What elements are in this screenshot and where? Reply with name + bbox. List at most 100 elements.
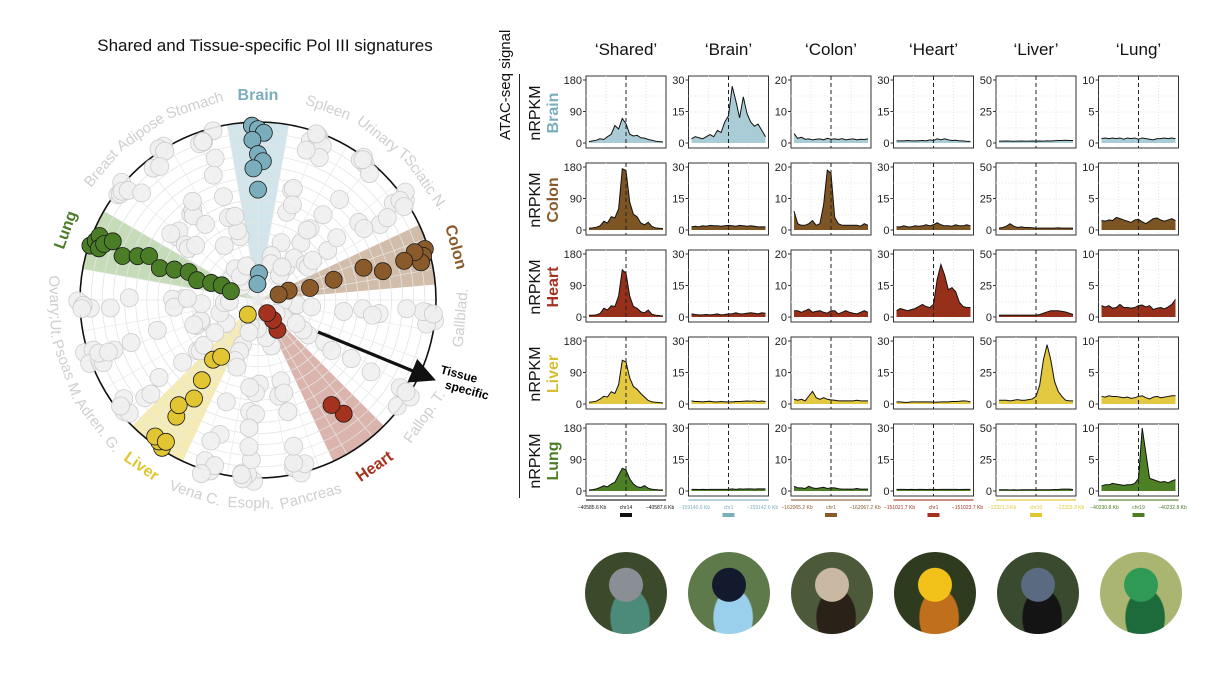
signal-line xyxy=(1101,427,1176,487)
other-tissue-point xyxy=(186,235,205,255)
x-axis-label: chr19 xyxy=(1132,505,1145,511)
y-tick-label: 30 xyxy=(672,75,684,87)
y-tick-label: 25 xyxy=(980,455,992,467)
radial-grid-spoke xyxy=(143,299,259,437)
tissue-label-other: Esoph. xyxy=(227,494,274,513)
panel-lung-lung: 0 5 10 −40230.8 Kb chr19 −40232.8 Kb xyxy=(1082,423,1187,517)
y-tick-label: 0 xyxy=(576,138,582,150)
column-title-colon: ‘Colon’ xyxy=(805,40,857,59)
x-axis-label: chr1 xyxy=(724,505,734,511)
tissue-point-brain xyxy=(248,275,267,293)
y-tick-label: 10 xyxy=(1082,249,1094,261)
y-tick-label: 180 xyxy=(564,423,582,435)
y-tick-label: 90 xyxy=(570,107,582,119)
column-title-brain: ‘Brain’ xyxy=(704,40,753,59)
y-tick-label: 10 xyxy=(1082,162,1094,174)
y-tick-label: 0 xyxy=(1088,312,1094,324)
y-tick-label: 30 xyxy=(672,423,684,435)
x-axis-label: −40585.6 Kb xyxy=(578,505,607,511)
tissue-point-lung xyxy=(103,232,122,251)
other-tissue-point xyxy=(149,368,169,387)
bird-photo-4 xyxy=(894,552,976,634)
y-tick-label: 5 xyxy=(1088,194,1094,206)
y-tick-label: 90 xyxy=(570,455,582,467)
panel-colon-liver: 0 25 50 xyxy=(980,162,1077,237)
y-tick-label: 180 xyxy=(564,249,582,261)
tissue-point-lung xyxy=(140,247,158,265)
y-tick-label: 30 xyxy=(877,336,889,348)
other-tissue-point xyxy=(296,140,316,160)
panel-lung-brain: 0 15 30 −159140.6 Kb chr1 −159142.6 Kb xyxy=(672,423,778,517)
other-tissue-point xyxy=(353,150,373,170)
y-tick-label: 0 xyxy=(781,225,787,237)
y-tick-label: 0 xyxy=(883,138,889,150)
y-tick-label: 25 xyxy=(980,194,992,206)
other-tissue-point xyxy=(303,250,322,270)
other-tissue-point xyxy=(205,323,225,343)
other-tissue-point xyxy=(214,187,233,207)
y-tick-label: 15 xyxy=(672,368,684,380)
y-tick-label: 15 xyxy=(877,455,889,467)
y-tick-label: 25 xyxy=(980,368,992,380)
y-tick-label: 50 xyxy=(980,249,992,261)
signal-line xyxy=(588,117,664,143)
other-tissue-point xyxy=(119,288,139,308)
other-tissue-point xyxy=(132,183,152,203)
tissue-point-liver xyxy=(185,389,203,408)
y-tick-label: 30 xyxy=(877,249,889,261)
panel-brain-lung: 0 5 10 xyxy=(1082,75,1179,150)
other-tissue-point xyxy=(201,431,221,451)
y-tick-label: 30 xyxy=(877,75,889,87)
y-tick-label: 50 xyxy=(980,423,992,435)
y-tick-label: 0 xyxy=(986,138,992,150)
other-tissue-point xyxy=(216,392,236,412)
y-tick-label: 10 xyxy=(775,455,787,467)
other-tissue-point xyxy=(272,257,292,277)
y-tick-label: 0 xyxy=(986,399,992,411)
y-tick-label: 5 xyxy=(1088,107,1094,119)
y-tick-label: 10 xyxy=(775,281,787,293)
x-axis-label: chr1 xyxy=(826,505,836,511)
gene-locus-marker xyxy=(825,513,837,517)
signal-line xyxy=(1101,299,1176,311)
y-tick-label: 0 xyxy=(781,399,787,411)
x-axis-label: −40232.8 Kb xyxy=(1158,505,1187,511)
other-tissue-point xyxy=(196,214,215,234)
y-tick-label: 20 xyxy=(775,423,787,435)
y-tick-label: 25 xyxy=(980,281,992,293)
other-tissue-point xyxy=(214,236,234,256)
tissue-point-colon xyxy=(354,258,373,277)
other-tissue-point xyxy=(274,383,294,403)
y-tick-label: 20 xyxy=(775,249,787,261)
tissue-sector-heart xyxy=(258,300,384,462)
other-tissue-point xyxy=(330,190,349,209)
tissue-label-brain: Brain xyxy=(238,87,279,104)
panel-liver-brain: 0 15 30 xyxy=(672,336,769,411)
signal-area xyxy=(691,86,766,143)
signal-area xyxy=(1101,217,1176,230)
gene-locus-marker xyxy=(722,513,735,517)
tissue-point-colon xyxy=(395,251,414,270)
other-tissue-point xyxy=(194,335,214,355)
column-title-liver: ‘Liver’ xyxy=(1013,40,1059,59)
tissue-point-colon xyxy=(373,262,392,281)
other-tissue-point xyxy=(183,191,202,211)
gene-locus-marker xyxy=(927,513,940,517)
other-tissue-point xyxy=(297,220,317,240)
bird-photo-1 xyxy=(585,552,667,634)
atac-panel-grid: 0901800153001020015300255005100901800153… xyxy=(564,75,1187,517)
y-tick-label: 15 xyxy=(672,107,684,119)
other-tissue-point xyxy=(278,402,298,422)
other-tissue-point xyxy=(397,299,417,319)
tissue-point-liver xyxy=(157,432,175,451)
panel-brain-liver: 0 25 50 xyxy=(980,75,1077,150)
panel-brain-heart: 0 15 30 xyxy=(877,75,974,150)
y-tick-label: 30 xyxy=(672,162,684,174)
other-tissue-point xyxy=(225,206,245,226)
y-tick-label: 0 xyxy=(986,312,992,324)
tissue-point-liver xyxy=(169,396,188,415)
other-tissue-point xyxy=(203,165,223,185)
tissue-point-brain xyxy=(244,159,263,178)
other-tissue-point xyxy=(150,156,170,176)
other-tissue-point xyxy=(240,378,260,397)
